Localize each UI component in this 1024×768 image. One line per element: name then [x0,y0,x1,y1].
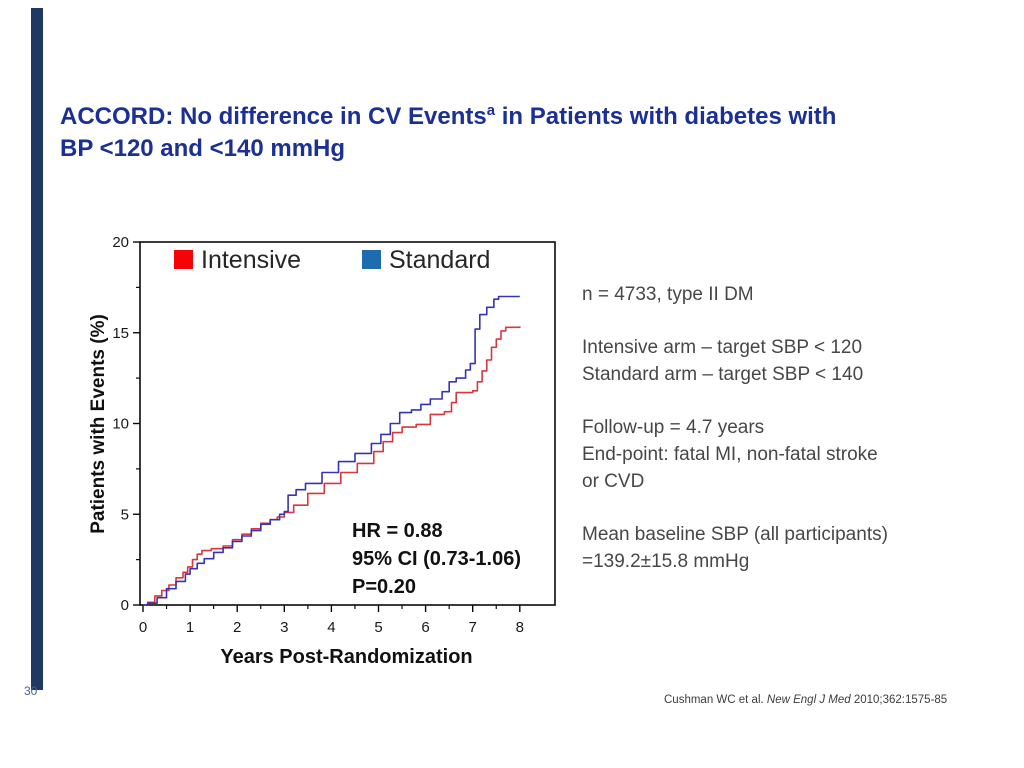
x-axis-label: Years Post-Randomization [220,646,472,668]
legend-label-intensive: Intensive [201,246,301,274]
citation: Cushman WC et al. New Engl J Med 2010;36… [664,694,947,706]
citation-authors: Cushman WC et al. [664,694,767,706]
x-tick-label: 7 [469,619,477,636]
title-text: ACCORD: No difference in CV Events [60,103,487,130]
info-line: Intensive arm – target SBP < 120 [582,337,863,358]
title-superscript: a [486,102,496,119]
info-line: n = 4733, type II DM [582,284,754,305]
title-line-2: BP <120 and <140 mmHg [60,135,346,162]
y-axis-label: Patients with Events (%) [88,314,109,534]
info-line: or CVD [582,471,645,492]
left-accent-bar [31,8,43,690]
legend-label-standard: Standard [389,246,490,274]
info-paragraph-followup: Follow-up = 4.7 years End-point: fatal M… [582,414,992,495]
citation-volume: 2010;362:1575-85 [850,694,948,706]
x-tick-label: 1 [186,619,194,636]
legend-swatch-standard [362,250,381,269]
x-tick-label: 0 [139,619,147,636]
info-line: Follow-up = 4.7 years [582,417,765,438]
info-line: Standard arm – target SBP < 140 [582,364,864,385]
info-paragraph-arms: Intensive arm – target SBP < 120 Standar… [582,334,992,388]
km-event-chart: 0 5 10 15 20 0 1 2 3 4 5 6 7 8 Intensive Standard HR = 0… [88,228,558,673]
info-line: End-point: fatal MI, non-fatal stroke [582,444,878,465]
x-tick-label: 8 [516,619,524,636]
stats-annotation-line: HR = 0.88 [352,520,443,542]
stats-annotation-line: 95% CI (0.73-1.06) [352,548,521,570]
y-tick-label: 20 [112,234,129,251]
info-paragraph-baseline-sbp: Mean baseline SBP (all participants) =13… [582,521,992,575]
stats-annotation-line: P=0.20 [352,576,416,598]
x-tick-label: 6 [421,619,429,636]
study-info-block: n = 4733, type II DM Intensive arm – tar… [582,281,992,601]
info-line: Mean baseline SBP (all participants) [582,524,888,545]
legend-swatch-intensive [174,250,193,269]
y-tick-label: 5 [121,506,129,523]
info-paragraph-n: n = 4733, type II DM [582,281,992,308]
x-tick-label: 5 [374,619,382,636]
slide-number: 30 [24,684,38,698]
x-tick-label: 2 [233,619,241,636]
x-tick-label: 3 [280,619,288,636]
standard-series-line [143,295,520,606]
citation-journal: New Engl J Med [766,694,851,706]
page-title: ACCORD: No difference in CV Eventsa in P… [60,101,995,165]
info-line: =139.2±15.8 mmHg [582,551,750,572]
y-tick-label: 15 [112,325,129,342]
x-tick-label: 4 [327,619,335,636]
y-tick-label: 10 [112,416,129,433]
y-tick-label: 0 [121,597,129,614]
intensive-series-line [143,326,521,606]
chart-canvas: 0 5 10 15 20 0 1 2 3 4 5 6 7 8 Intensive Standard HR = 0… [88,234,556,668]
title-text-continued: in Patients with diabetes with [495,103,837,130]
